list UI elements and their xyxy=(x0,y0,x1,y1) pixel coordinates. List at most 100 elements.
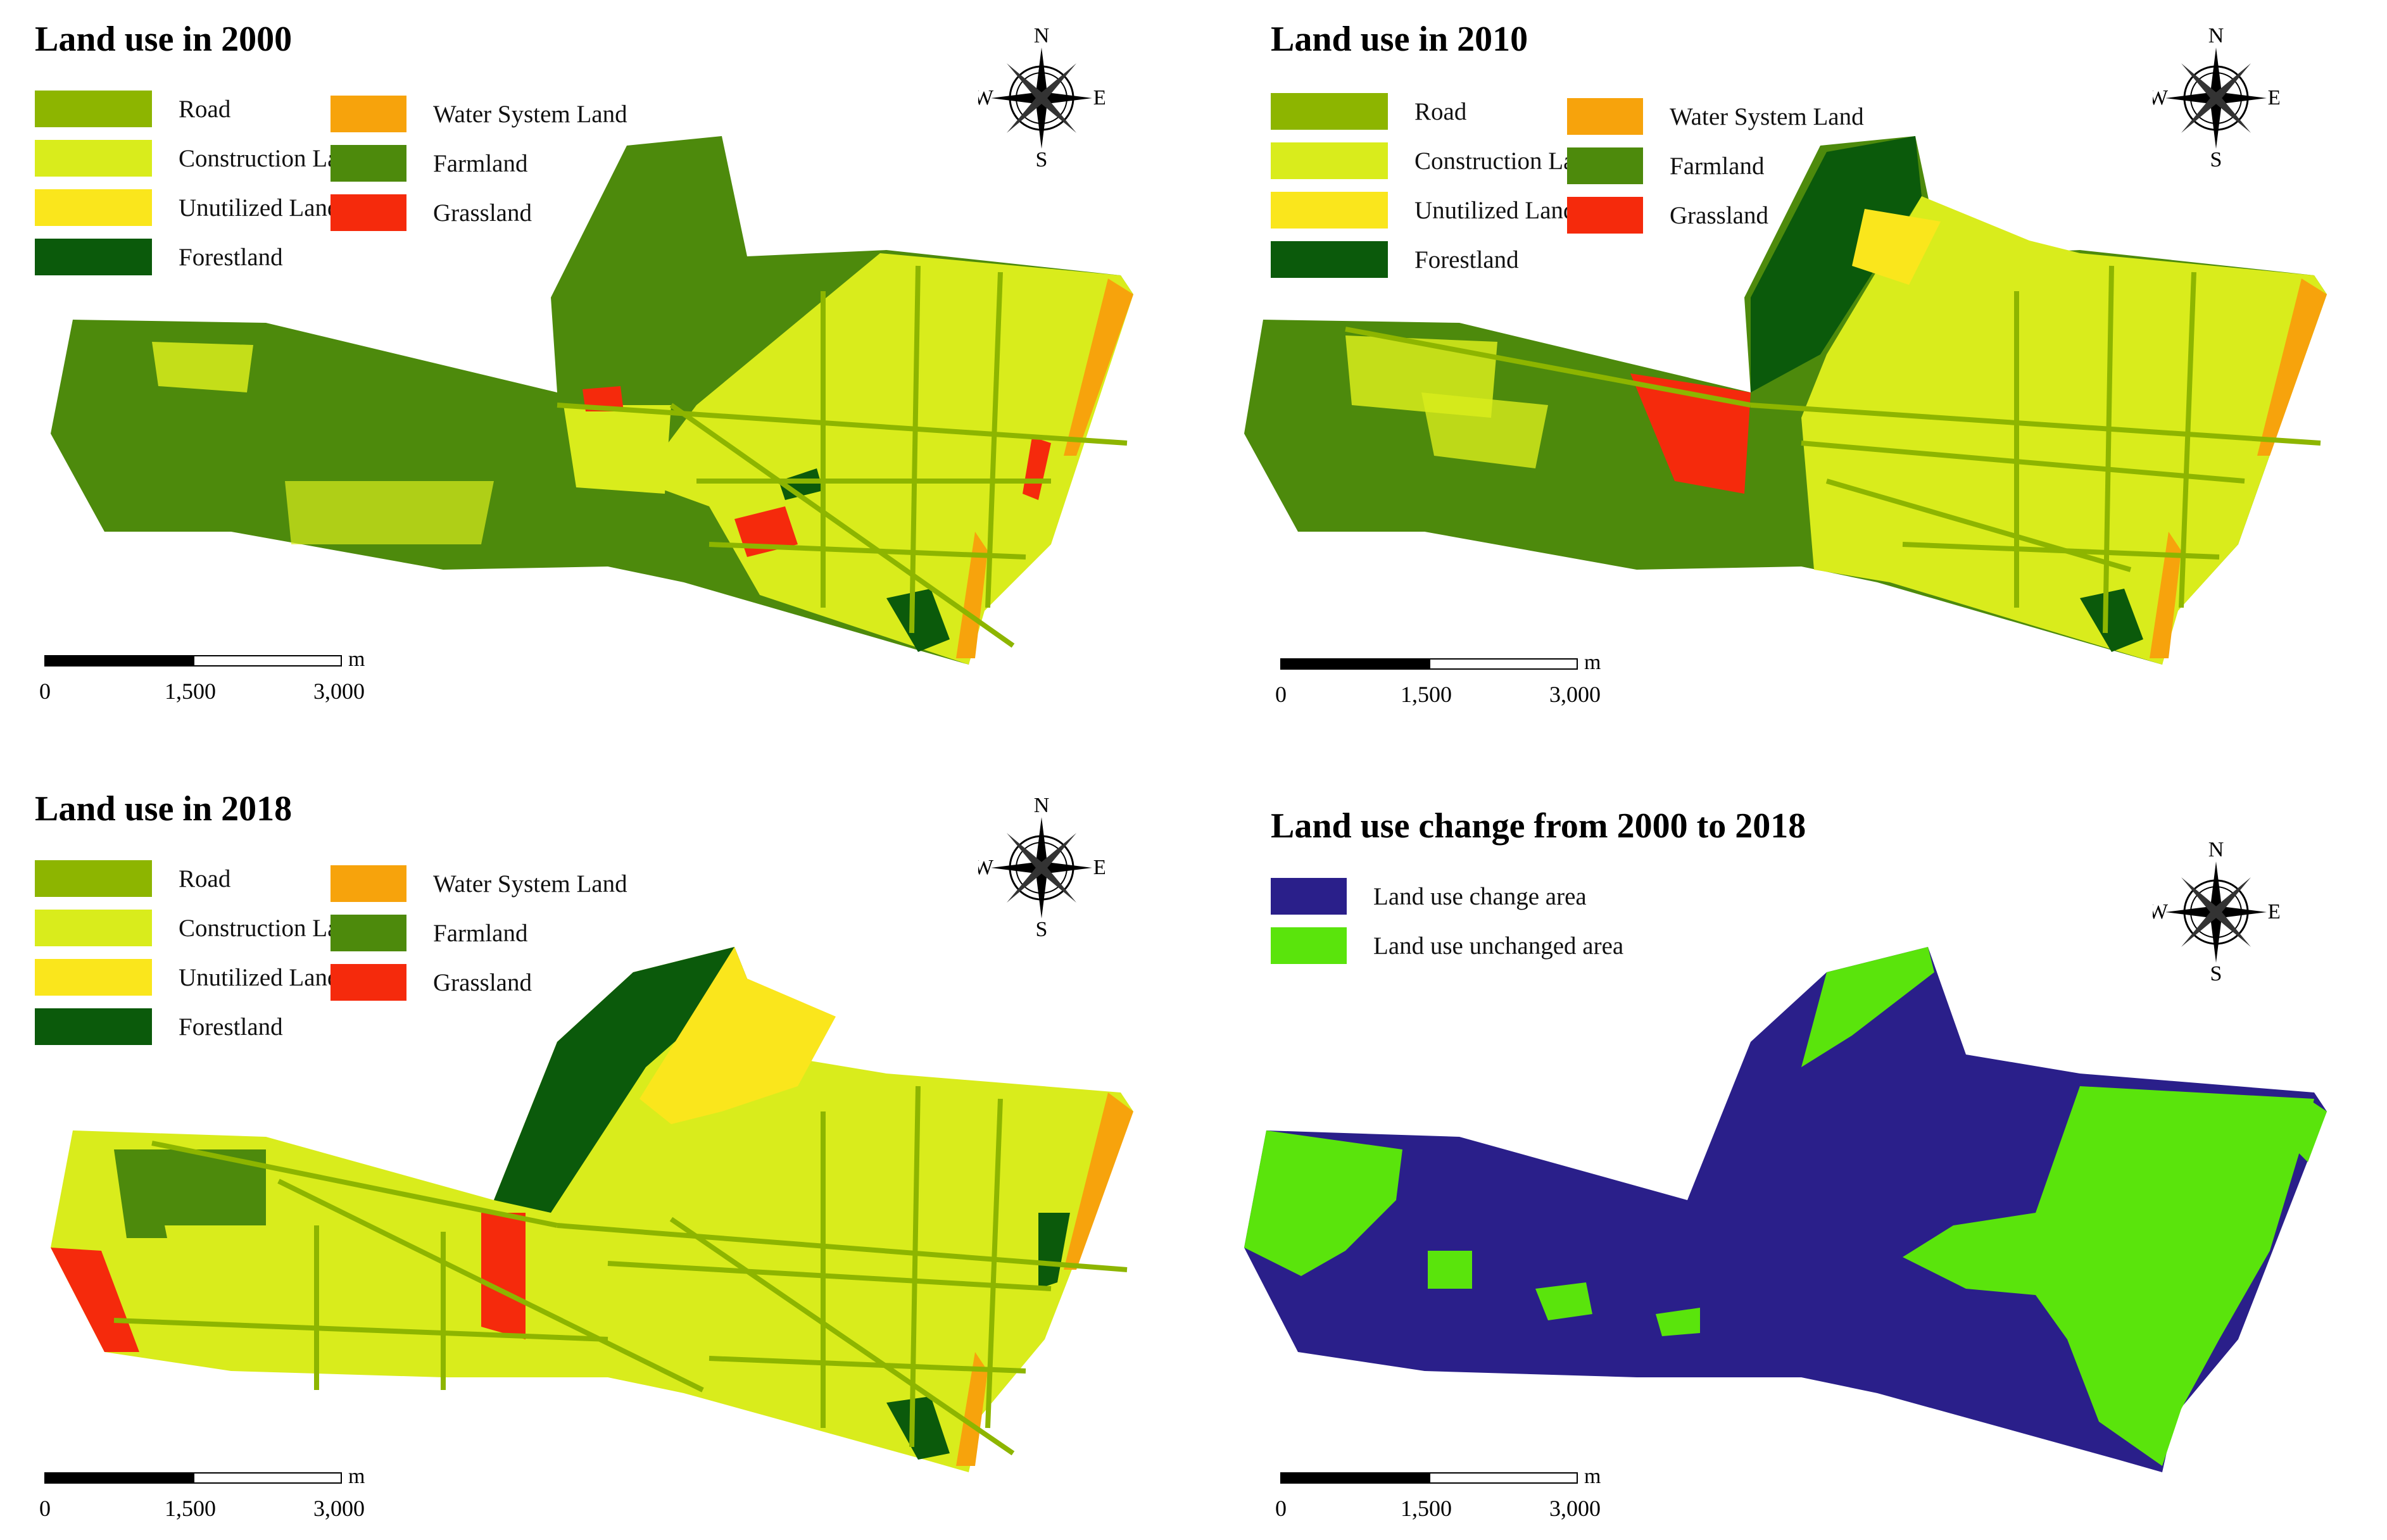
land-use-map-2018 xyxy=(51,947,1133,1472)
legend-unchanged: Land use unchanged area xyxy=(1271,927,1623,965)
legend-forestland: Forestland xyxy=(35,1008,283,1046)
legend-label-grassland: Grassland xyxy=(433,968,532,996)
legend-label-water: Water System Land xyxy=(1670,103,1864,130)
land-use-map-2010 xyxy=(1244,136,2327,665)
scale-tick-3000: 3,000 xyxy=(313,679,365,704)
construction-west xyxy=(152,342,253,392)
forest-south xyxy=(886,1396,950,1460)
forest-east xyxy=(1038,1213,1070,1289)
unchanged-west xyxy=(1244,1130,1402,1276)
compass-w: W xyxy=(2153,900,2169,923)
legend-forestland: Forestland xyxy=(35,238,283,276)
change-area xyxy=(1244,947,2327,1472)
scale-segment-black xyxy=(44,1472,193,1484)
legend-change: Land use change area xyxy=(1271,877,1587,915)
construction-area xyxy=(639,253,1133,665)
scale-segment-black xyxy=(44,655,193,667)
legend-swatch-farmland xyxy=(331,145,406,182)
panel-title-2000: Land use in 2000 xyxy=(35,20,293,59)
legend-road: Road xyxy=(1271,92,1466,130)
scale-segment-white xyxy=(193,655,342,667)
scale-bar: m 0 1,500 3,000 xyxy=(39,1465,424,1521)
unchanged-east-edge xyxy=(2295,1099,2327,1162)
map-panel-2018: Land use in 2018 Road Construction Land … xyxy=(0,770,1194,1539)
legend-label-road: Road xyxy=(179,95,231,123)
road-network-2018 xyxy=(113,1086,1128,1456)
legend-road: Road xyxy=(35,860,230,898)
legend-label-change: Land use change area xyxy=(1373,882,1587,910)
compass-w: W xyxy=(978,856,994,879)
legend-swatch-farmland xyxy=(1567,147,1643,184)
scale-bar: m 0 1,500 3,000 xyxy=(1275,651,1660,707)
legend-road: Road xyxy=(35,90,230,128)
panel-title-2018: Land use in 2018 xyxy=(35,789,293,829)
legend-unutilized: Unutilized Land xyxy=(35,958,340,996)
legend-swatch-forestland xyxy=(35,1008,152,1045)
compass-n: N xyxy=(1034,28,1050,47)
compass-e: E xyxy=(1093,856,1105,879)
legend-label-farmland: Farmland xyxy=(433,149,528,177)
compass-rose-icon: N S E W xyxy=(973,24,1106,172)
legend-swatch-construction xyxy=(35,910,152,946)
legend-grassland: Grassland xyxy=(1567,196,1768,234)
unchanged-patch-1 xyxy=(1428,1251,1472,1289)
legend-swatch-road xyxy=(1271,93,1388,130)
legend-label-road: Road xyxy=(179,865,231,892)
panel-title-2010: Land use in 2010 xyxy=(1271,20,1528,59)
legend-label-forestland: Forestland xyxy=(179,243,283,271)
scale-tick-3000: 3,000 xyxy=(1549,682,1601,707)
unutilized-north xyxy=(639,947,836,1124)
compass-s: S xyxy=(1036,918,1048,937)
legend-forestland: Forestland xyxy=(1271,241,1519,279)
compass-e: E xyxy=(1093,86,1105,110)
forest-north xyxy=(1751,136,1922,392)
scale-segment-black xyxy=(1280,1472,1429,1484)
scale-unit: m xyxy=(1584,651,1601,674)
scale-tick-3000: 3,000 xyxy=(313,1496,365,1521)
grass-west-edge xyxy=(51,1248,139,1352)
scale-tick-1500: 1,500 xyxy=(1401,682,1452,707)
road-network-2010 xyxy=(1345,265,2321,634)
scale-segment-black xyxy=(1280,658,1429,670)
legend-swatch-road xyxy=(35,91,152,127)
legend-farmland: Farmland xyxy=(331,144,527,182)
legend-swatch-unchanged xyxy=(1271,927,1347,964)
legend-swatch-water xyxy=(1567,98,1643,135)
legend-water: Water System Land xyxy=(1567,97,1864,135)
legend-label-forestland: Forestland xyxy=(179,1013,283,1041)
construction-base xyxy=(51,947,1133,1472)
scale-tick-0: 0 xyxy=(39,1496,51,1521)
scale-unit: m xyxy=(348,648,365,671)
legend-swatch-forestland xyxy=(1271,241,1388,278)
grass-center xyxy=(1630,373,1751,494)
water-east xyxy=(1064,1092,1133,1270)
scale-unit: m xyxy=(348,1465,365,1488)
scale-segment-white xyxy=(193,1472,342,1484)
legend-farmland: Farmland xyxy=(1567,147,1764,185)
compass-rose-icon: N S E W xyxy=(2148,24,2281,172)
forest-south xyxy=(886,589,950,652)
compass-w: W xyxy=(2153,86,2169,110)
compass-s: S xyxy=(2210,148,2222,168)
compass-s: S xyxy=(1036,148,1048,168)
legend-label-grassland: Grassland xyxy=(433,199,532,227)
farmland-west xyxy=(114,1149,266,1238)
compass-n: N xyxy=(1034,798,1050,817)
legend-water: Water System Land xyxy=(331,95,627,133)
legend-construction: Construction Land xyxy=(35,139,363,177)
scale-tick-1500: 1,500 xyxy=(1401,1496,1452,1521)
legend-label-water: Water System Land xyxy=(433,100,627,128)
compass-e: E xyxy=(2268,86,2279,110)
legend-swatch-farmland xyxy=(331,915,406,951)
legend-swatch-unutilized xyxy=(35,189,152,226)
legend-swatch-unutilized xyxy=(35,959,152,996)
construction-southwest xyxy=(285,481,494,544)
legend-unutilized: Unutilized Land xyxy=(1271,191,1576,229)
legend-swatch-unutilized xyxy=(1271,192,1388,228)
construction-center xyxy=(564,405,671,494)
legend-label-farmland: Farmland xyxy=(1670,152,1765,180)
grass-center xyxy=(481,1213,526,1339)
forest-mid xyxy=(779,468,823,500)
compass-e: E xyxy=(2268,900,2279,923)
unchanged-patch-2 xyxy=(1535,1282,1592,1320)
